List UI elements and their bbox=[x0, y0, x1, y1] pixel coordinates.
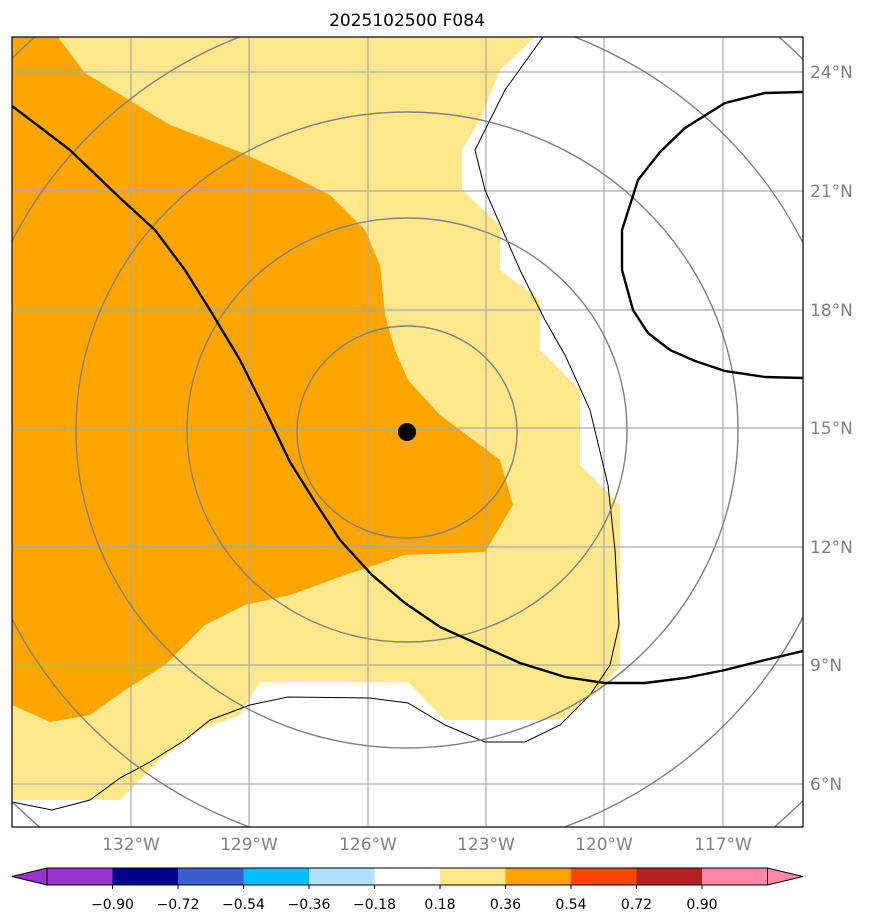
lat-label: 12°N bbox=[810, 538, 853, 558]
colorbar-bin bbox=[571, 868, 637, 885]
colorbar-bin bbox=[309, 868, 375, 885]
lat-label: 6°N bbox=[810, 775, 842, 795]
contour-line-west bbox=[12, 105, 803, 685]
colorbar-tick-label: −0.90 bbox=[91, 897, 134, 913]
lat-label: 18°N bbox=[810, 301, 853, 321]
colorbar-tick-label: 0.18 bbox=[424, 897, 455, 913]
colorbar-tick-label: −0.36 bbox=[288, 897, 331, 913]
colorbar-bin bbox=[702, 868, 768, 885]
longitude-labels: 132°W 129°W 126°W 123°W 120°W 117°W bbox=[102, 835, 752, 855]
graticule bbox=[12, 37, 803, 827]
lon-label: 132°W bbox=[102, 835, 160, 855]
map-title: 2025102500 F084 bbox=[329, 11, 485, 31]
colorbar-bin bbox=[178, 868, 244, 885]
colorbar-bin bbox=[243, 868, 309, 885]
lat-label: 24°N bbox=[810, 63, 853, 83]
colorbar-extend-over bbox=[767, 867, 804, 886]
colorbar-bin bbox=[112, 868, 178, 885]
contour-line-east bbox=[620, 90, 803, 380]
storm-center-marker bbox=[398, 423, 416, 441]
colorbar-extend-under bbox=[11, 867, 48, 886]
lon-label: 129°W bbox=[220, 835, 278, 855]
shading-orange bbox=[12, 37, 513, 722]
colorbar-bin bbox=[47, 868, 113, 885]
colorbar-bin bbox=[374, 868, 440, 885]
lon-label: 117°W bbox=[694, 835, 752, 855]
colorbar-bin bbox=[636, 868, 702, 885]
lon-label: 126°W bbox=[339, 835, 397, 855]
lon-label: 123°W bbox=[457, 835, 515, 855]
map-frame bbox=[11, 36, 804, 828]
colorbar: −0.90 −0.72 −0.54 −0.36 −0.18 0.18 0.36 0.54 0.7… bbox=[11, 867, 804, 913]
colorbar-bin bbox=[505, 868, 571, 885]
lat-label: 9°N bbox=[810, 656, 842, 676]
colorbar-bin bbox=[440, 868, 506, 885]
colorbar-outline bbox=[46, 867, 768, 886]
latitude-labels: 24°N 21°N 18°N 15°N 12°N 9°N 6°N bbox=[810, 63, 853, 795]
colorbar-tick-label: 0.54 bbox=[555, 897, 586, 913]
lat-label: 21°N bbox=[810, 182, 853, 202]
colorbar-tick-label: −0.72 bbox=[157, 897, 200, 913]
colorbar-tick-label: 0.72 bbox=[621, 897, 652, 913]
colorbar-tick-label: 0.36 bbox=[490, 897, 521, 913]
colorbar-tick-label: −0.54 bbox=[222, 897, 265, 913]
lon-label: 120°W bbox=[575, 835, 633, 855]
lat-label: 15°N bbox=[810, 419, 853, 439]
colorbar-tick-label: −0.18 bbox=[353, 897, 396, 913]
coastline bbox=[12, 37, 620, 811]
colorbar-tick-label: 0.90 bbox=[686, 897, 717, 913]
